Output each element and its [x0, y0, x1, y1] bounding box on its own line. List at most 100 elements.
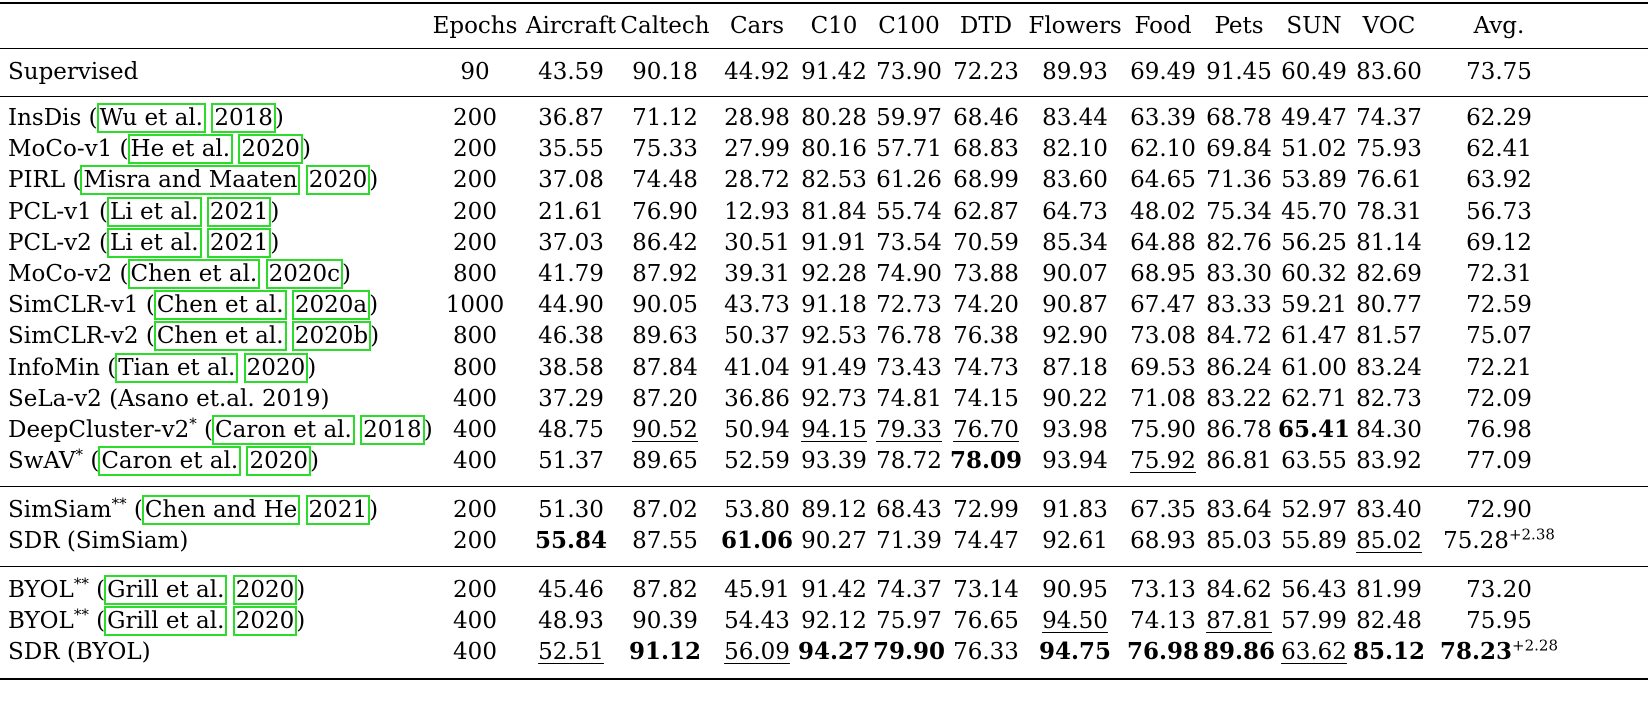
value-cell: 90.27 — [801, 524, 867, 558]
epochs-cell: 400 — [453, 417, 497, 443]
value-cell: 89.93 — [1042, 55, 1108, 89]
value-text: 75.95 — [1466, 608, 1532, 635]
value-cell: 50.94 — [724, 413, 790, 447]
value-text: 85.02 — [1356, 528, 1422, 555]
value-text: 89.12 — [801, 497, 867, 523]
method-name: InfoMin (Tian et al. 2020) — [8, 352, 317, 383]
value-cell: 48.93 — [538, 604, 604, 638]
value-cell: 83.30 — [1206, 257, 1272, 291]
value-cell: 90.05 — [632, 288, 698, 322]
column-header: Aircraft — [525, 13, 617, 39]
value-text: 62.10 — [1130, 136, 1196, 163]
value-text: 71.36 — [1206, 167, 1272, 194]
value-text: 83.40 — [1356, 497, 1422, 523]
value-text: 62.87 — [953, 198, 1019, 225]
value-cell: 80.28 — [801, 101, 867, 135]
value-text: 61.47 — [1281, 323, 1347, 350]
epochs-cell: 200 — [453, 528, 497, 555]
value-cell: 28.98 — [724, 101, 790, 135]
epochs-cell: 200 — [453, 229, 497, 256]
value-text: 72.73 — [876, 292, 942, 319]
value-text: 76.65 — [953, 608, 1019, 635]
column-header: DTD — [959, 13, 1013, 39]
value-cell: 87.20 — [632, 382, 698, 416]
value-cell: 83.40 — [1356, 493, 1422, 527]
value-text: 83.60 — [1356, 59, 1422, 85]
citation-year-link: 2020c — [265, 259, 343, 289]
epochs-cell: 200 — [453, 577, 497, 603]
citation-year-link: 2021 — [206, 227, 272, 258]
value-cell: 89.12 — [801, 493, 867, 527]
value-cell: 86.78 — [1206, 413, 1272, 447]
value-text: 77.09 — [1466, 448, 1532, 475]
value-cell: 62.10 — [1130, 132, 1196, 166]
value-text: 74.20 — [953, 292, 1019, 319]
value-cell: 75.33 — [632, 132, 698, 166]
footnote-mark: * — [189, 414, 197, 433]
value-text: 55.84 — [534, 527, 608, 555]
method-name: Supervised — [8, 55, 138, 89]
citation-author-link: Chen et al. — [153, 290, 287, 321]
method-name: MoCo-v2 (Chen et al. 2020c) — [8, 259, 351, 289]
value-text: 74.90 — [876, 261, 942, 287]
value-cell: 67.47 — [1130, 288, 1196, 322]
value-cell: 71.12 — [632, 101, 698, 135]
rule-line — [0, 48, 1648, 50]
value-cell: 79.33 — [876, 413, 942, 447]
value-text: 52.97 — [1281, 497, 1347, 523]
value-cell: 68.95 — [1130, 257, 1196, 291]
value-text: 45.46 — [538, 577, 604, 603]
epochs-cell: 90 — [460, 59, 490, 85]
value-text: 61.06 — [720, 527, 794, 555]
method-label: MoCo-v2 — [8, 261, 113, 287]
value-cell: 89.63 — [632, 319, 698, 353]
method-name: InsDis (Wu et al. 2018) — [8, 103, 284, 133]
value-cell: 82.69 — [1356, 257, 1422, 291]
value-text: 80.28 — [801, 105, 867, 131]
value-text: 79.90 — [872, 638, 946, 666]
value-cell: 63.92 — [1466, 163, 1532, 197]
value-cell: 60.32 — [1281, 257, 1347, 291]
column-header: SUN — [1286, 13, 1342, 39]
method-label: SDR (SimSiam) — [8, 528, 189, 555]
value-cell: 74.48 — [632, 163, 698, 197]
value-cell: 57.99 — [1281, 604, 1347, 638]
value-cell: 90.87 — [1042, 288, 1108, 322]
value-text: 76.38 — [953, 323, 1019, 350]
epochs-cell: 1000 — [445, 292, 505, 319]
value-text: 87.20 — [632, 385, 698, 412]
value-text: 64.88 — [1130, 229, 1196, 256]
value-text: 69.49 — [1130, 59, 1196, 85]
value-text: 94.27 — [797, 638, 871, 666]
value-cell: 83.64 — [1206, 493, 1272, 527]
citation-year-link: 2021 — [206, 196, 272, 227]
value-text: 91.42 — [801, 577, 867, 603]
value-text: 92.53 — [801, 323, 867, 350]
value-cell: 69.84 — [1206, 132, 1272, 166]
value-text: 74.81 — [876, 385, 942, 412]
value-cell: 87.92 — [632, 257, 698, 291]
value-text: 76.90 — [632, 198, 698, 225]
value-text: 73.54 — [876, 229, 942, 256]
value-text: 71.08 — [1130, 385, 1196, 412]
value-text: 50.94 — [724, 417, 790, 443]
value-text: 83.24 — [1356, 354, 1422, 381]
value-text: 69.12 — [1466, 229, 1532, 256]
method-name: SimCLR-v1 (Chen et al. 2020a) — [8, 290, 379, 321]
value-cell: 45.70 — [1281, 195, 1347, 229]
value-cell: 85.34 — [1042, 226, 1108, 260]
value-cell: 72.90 — [1466, 493, 1532, 527]
value-cell: 41.04 — [724, 351, 790, 385]
value-text: 86.78 — [1206, 417, 1272, 443]
value-text: 82.73 — [1356, 385, 1422, 412]
column-header: Pets — [1214, 13, 1264, 39]
value-cell: 65.41 — [1278, 413, 1350, 447]
value-cell: 76.98 — [1466, 413, 1532, 447]
citation-author-link: Grill et al. — [104, 575, 228, 605]
value-cell: 90.18 — [632, 55, 698, 89]
value-text: 48.02 — [1130, 198, 1196, 225]
value-cell: 83.60 — [1356, 55, 1422, 89]
value-text: 38.58 — [538, 354, 604, 381]
citation-year-link: 2020 — [243, 352, 309, 383]
value-cell: 75.93 — [1356, 132, 1422, 166]
